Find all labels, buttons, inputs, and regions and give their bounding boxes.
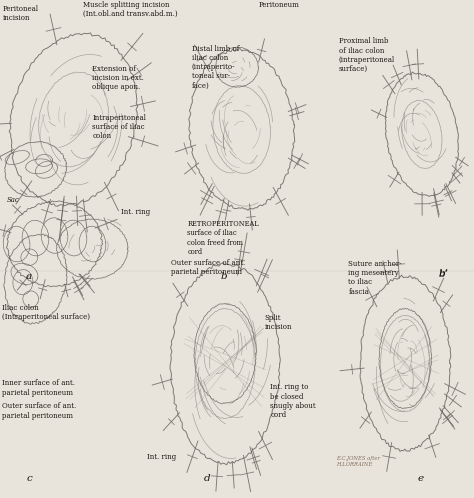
Text: Suture anchor-
ing mesentery
to iliac
fascia: Suture anchor- ing mesentery to iliac fa…: [348, 260, 402, 295]
Text: Peritoneum: Peritoneum: [258, 1, 299, 9]
Text: Outer surface of ant.
parietal peritoneum: Outer surface of ant. parietal peritoneu…: [171, 259, 245, 276]
Text: Distal limb of
iliac colon
(intraperito-
toneal sur-
face): Distal limb of iliac colon (intraperito-…: [192, 45, 239, 90]
Text: Intraperitoneal
surface of iliac
colon: Intraperitoneal surface of iliac colon: [92, 114, 146, 140]
Text: Extension of
incision in ext.
oblique apon.: Extension of incision in ext. oblique ap…: [92, 65, 144, 91]
Text: Int. ring: Int. ring: [121, 208, 150, 216]
Text: Outer surface of ant.
parietal peritoneum: Outer surface of ant. parietal peritoneu…: [2, 402, 77, 420]
Text: Proximal limb
of iliac colon
(intraperitoneal
surface): Proximal limb of iliac colon (intraperit…: [339, 37, 395, 73]
Text: Sac: Sac: [7, 196, 20, 204]
Text: b’: b’: [438, 270, 448, 279]
Text: d: d: [204, 474, 210, 483]
Text: c: c: [26, 474, 32, 483]
Text: Int. ring to
be closed
snugly about
cord: Int. ring to be closed snugly about cord: [270, 383, 316, 419]
Text: Iliac colon
(Intraperitoneal surface): Iliac colon (Intraperitoneal surface): [2, 304, 91, 321]
Text: RETROPERITONEAL
surface of iliac
colon freed from
cord: RETROPERITONEAL surface of iliac colon f…: [187, 220, 259, 255]
Text: Muscle splitting incision
(Int.obl.and transv.abd.m.): Muscle splitting incision (Int.obl.and t…: [83, 1, 178, 18]
Text: E.C.JONES after
H.LORRAINE: E.C.JONES after H.LORRAINE: [337, 456, 381, 467]
Text: Peritoneal
incision: Peritoneal incision: [2, 5, 38, 22]
Text: a: a: [26, 272, 32, 281]
Text: Int. ring: Int. ring: [147, 453, 176, 461]
Text: Inner surface of ant.
parietal peritoneum: Inner surface of ant. parietal peritoneu…: [2, 379, 75, 397]
Text: e: e: [417, 474, 423, 483]
Text: Split
incision: Split incision: [264, 314, 292, 331]
Text: b: b: [220, 272, 227, 281]
Text: b’: b’: [438, 269, 448, 278]
